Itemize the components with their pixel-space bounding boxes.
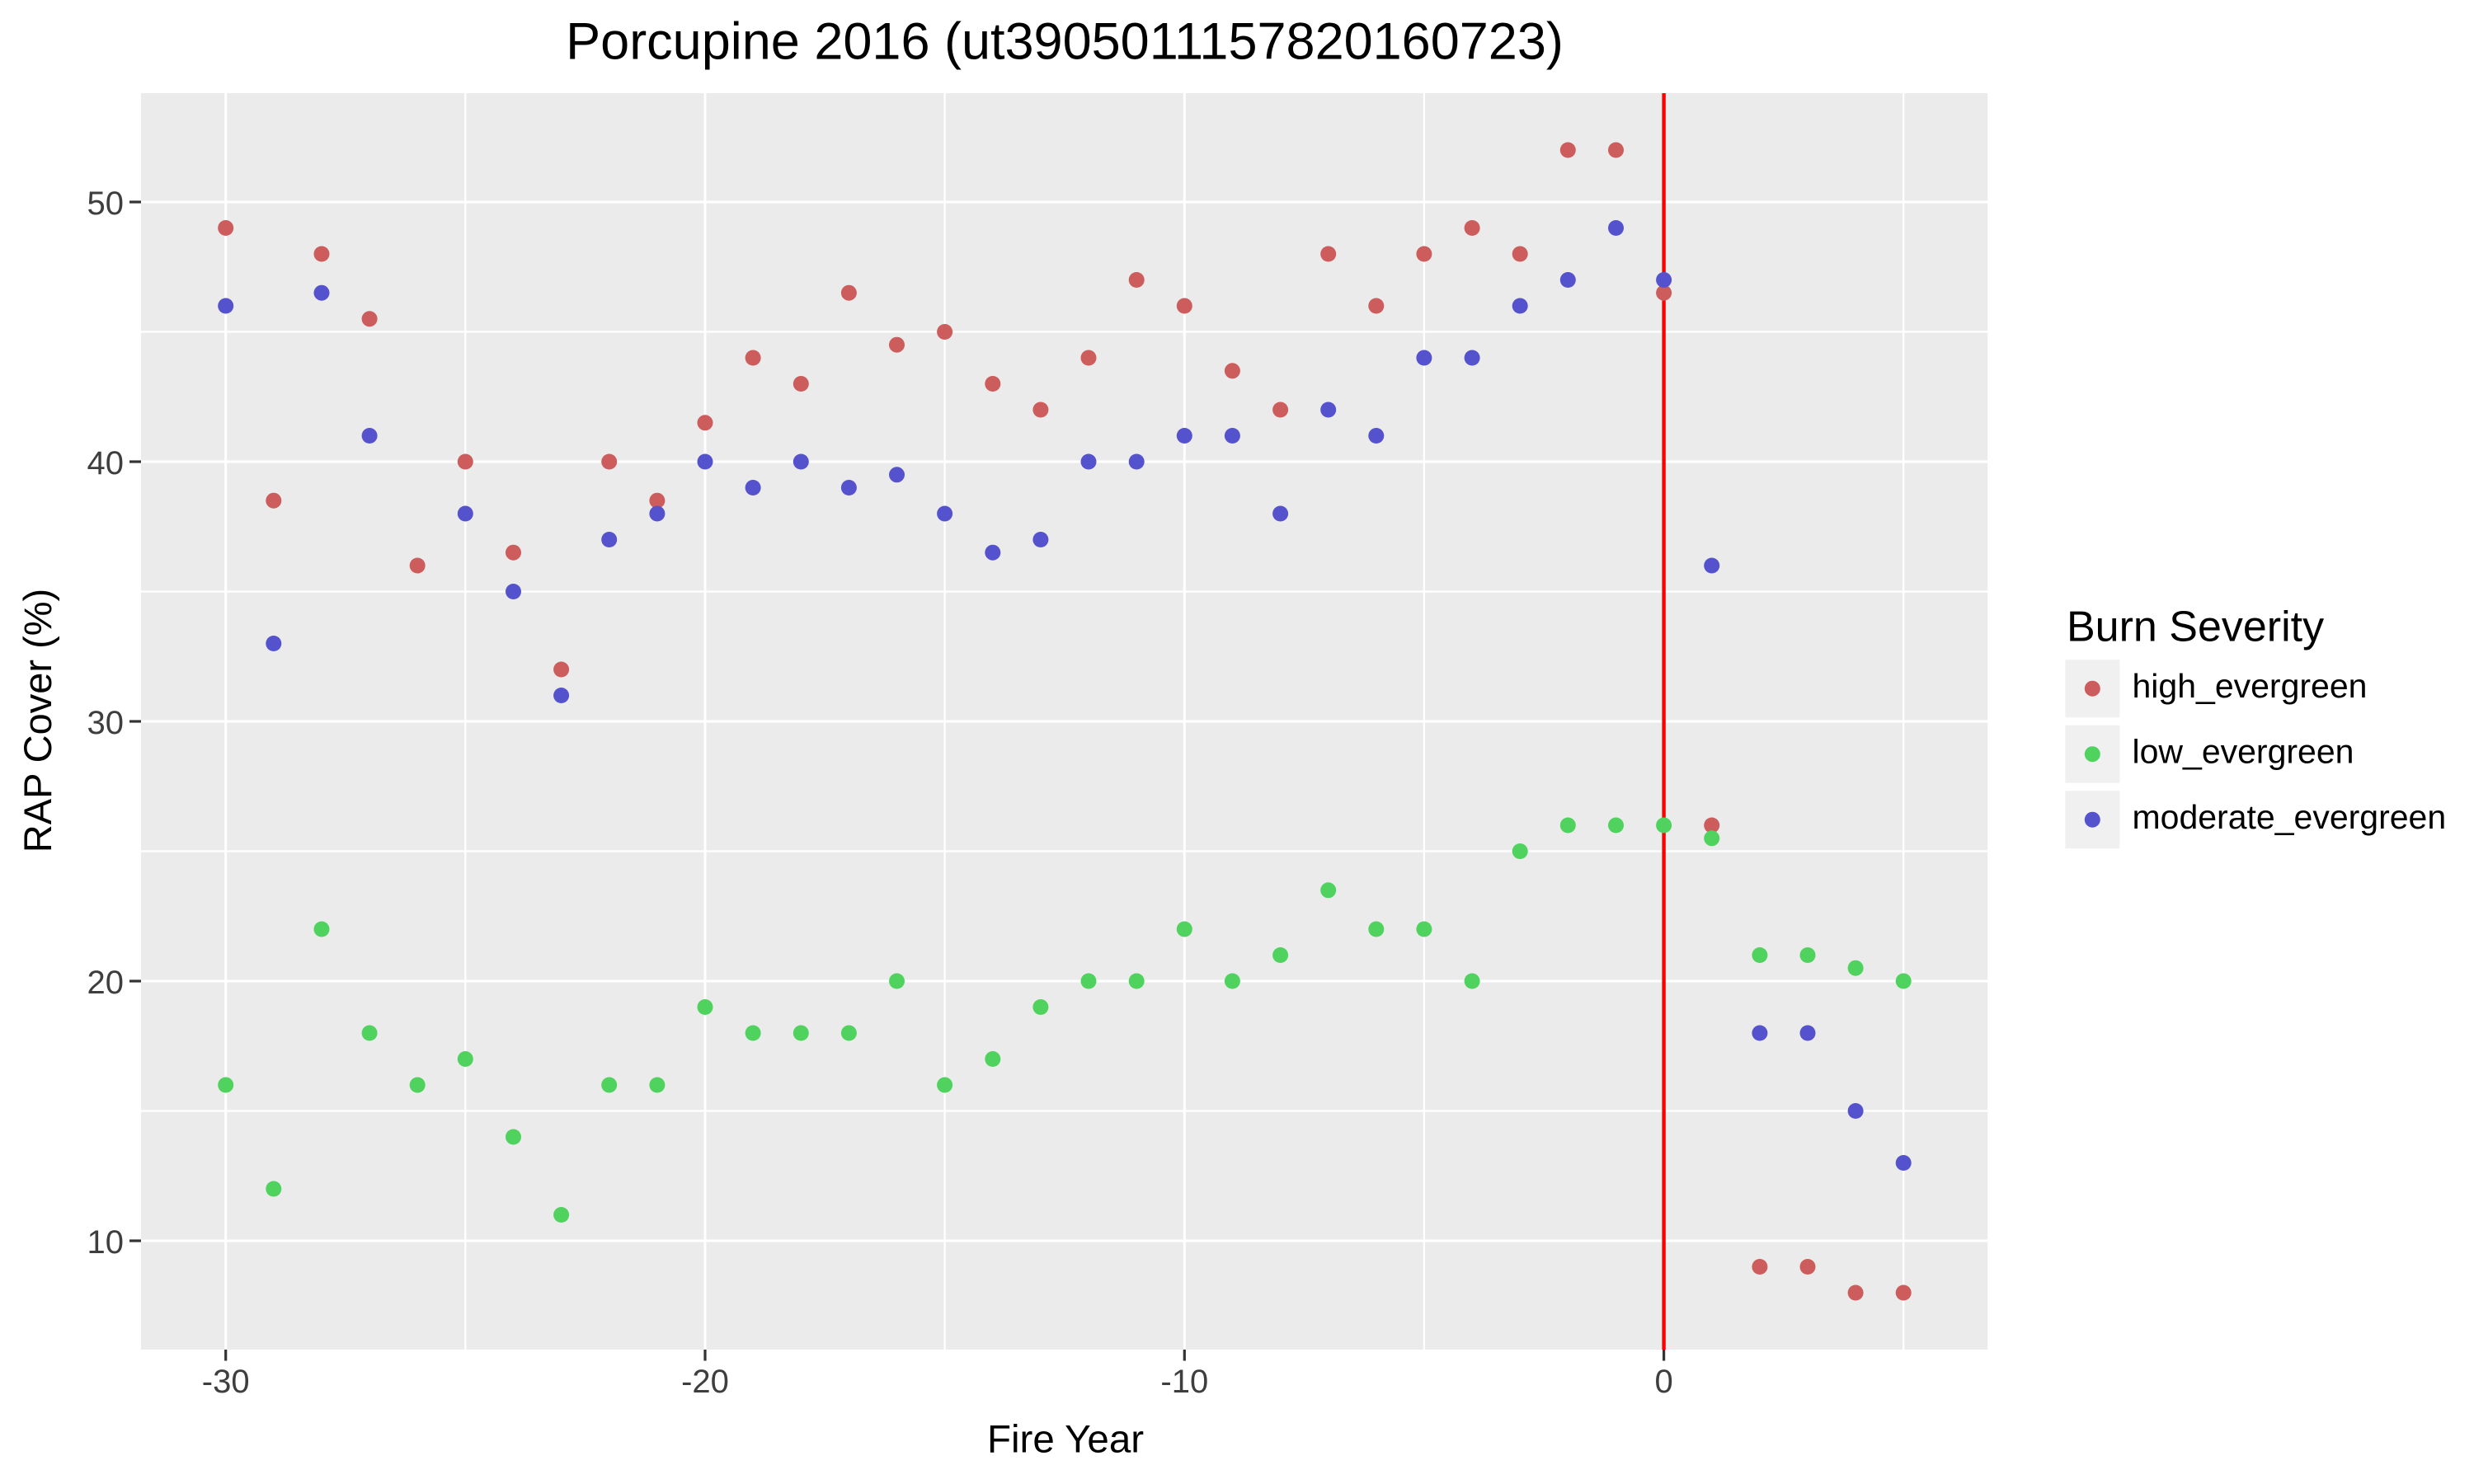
svg-text:RAP Cover (%): RAP Cover (%)	[16, 589, 59, 852]
svg-text:10: 10	[87, 1224, 125, 1261]
svg-text:20: 20	[87, 965, 125, 1001]
svg-text:-30: -30	[202, 1364, 250, 1400]
svg-text:-10: -10	[1160, 1364, 1208, 1400]
svg-text:Porcupine 2016 (ut390501115782: Porcupine 2016 (ut3905011157820160723)	[566, 13, 1564, 71]
svg-text:0: 0	[1654, 1364, 1672, 1400]
svg-text:low_evergreen: low_evergreen	[2133, 733, 2354, 771]
svg-text:-20: -20	[681, 1364, 729, 1400]
svg-text:Burn Severity: Burn Severity	[2067, 603, 2324, 651]
svg-text:moderate_evergreen: moderate_evergreen	[2133, 798, 2447, 836]
svg-text:Fire Year: Fire Year	[987, 1417, 1144, 1461]
svg-text:50: 50	[87, 186, 125, 222]
svg-text:40: 40	[87, 445, 125, 481]
svg-text:30: 30	[87, 705, 125, 741]
svg-text:high_evergreen: high_evergreen	[2133, 667, 2368, 705]
